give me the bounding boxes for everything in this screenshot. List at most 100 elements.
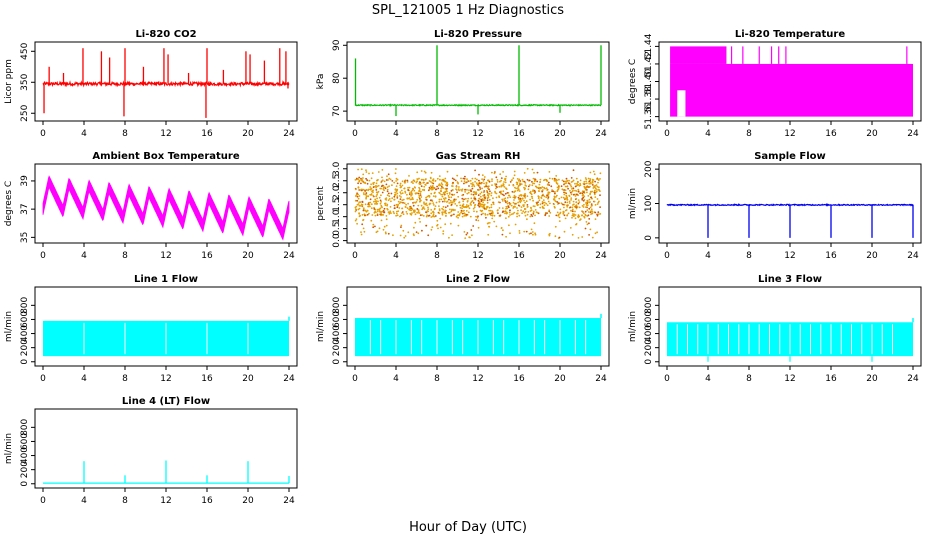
x-axis: 0 4 8 12 16 20 24 — [40, 243, 295, 261]
rh-point — [501, 184, 503, 187]
rh-point — [418, 196, 421, 199]
rh-point — [385, 197, 388, 200]
rh-point — [516, 189, 519, 192]
rh-point — [506, 207, 509, 210]
rh-point — [514, 196, 517, 198]
rh-point — [496, 186, 498, 189]
rh-point — [480, 205, 482, 208]
rh-point — [521, 178, 524, 181]
rh-point — [382, 228, 385, 231]
rh-point — [463, 206, 465, 209]
rh-point — [395, 214, 397, 217]
x-tick-label: 20 — [242, 496, 254, 506]
rh-point — [432, 182, 435, 185]
rh-point — [540, 197, 543, 200]
rh-point — [402, 229, 405, 232]
rh-point — [588, 198, 591, 201]
rh-point — [518, 230, 521, 232]
rh-point — [478, 205, 481, 208]
rh-point — [362, 227, 365, 230]
rh-point — [487, 192, 489, 195]
rh-point — [590, 203, 593, 206]
rh-point — [500, 192, 503, 195]
rh-point — [446, 181, 449, 184]
rh-point — [517, 179, 520, 182]
rh-point — [491, 178, 493, 181]
rh-point — [425, 196, 427, 199]
rh-point — [550, 185, 553, 188]
rh-point — [448, 211, 450, 214]
rh-point — [481, 209, 484, 212]
panel-9: Line 3 Flow ml/min 0 4 8 12 16 20 24 0 20040060080… — [628, 274, 922, 384]
rh-point — [393, 181, 396, 184]
rh-point — [417, 210, 420, 213]
rh-point — [508, 194, 511, 197]
rh-point — [458, 186, 460, 188]
rh-point — [359, 201, 362, 204]
rh-point — [523, 199, 525, 202]
rh-point — [433, 208, 436, 211]
rh-point — [572, 179, 575, 182]
rh-point — [581, 192, 584, 195]
y-tick-label: 200 — [20, 339, 30, 356]
rh-point — [358, 176, 361, 179]
rh-point — [444, 190, 447, 193]
rh-point — [481, 174, 484, 177]
rh-point — [479, 186, 481, 189]
rh-point — [390, 192, 393, 195]
rh-point — [438, 209, 441, 212]
rh-point — [500, 179, 502, 182]
rh-point — [577, 202, 580, 205]
rh-point — [480, 198, 483, 201]
rh-point — [568, 200, 571, 203]
rh-point — [556, 211, 559, 214]
rh-point — [457, 211, 460, 213]
rh-point — [379, 199, 382, 202]
rh-point — [466, 200, 469, 203]
rh-point — [505, 175, 507, 178]
rh-point — [436, 177, 439, 180]
rh-point — [591, 184, 594, 186]
rh-point — [536, 204, 539, 207]
rh-point — [560, 202, 563, 205]
rh-point — [378, 210, 381, 213]
rh-point — [522, 194, 525, 197]
rh-point — [549, 211, 552, 214]
rh-point — [547, 196, 550, 199]
rh-point — [570, 193, 573, 196]
rh-point — [586, 189, 588, 191]
rh-point — [586, 223, 589, 226]
rh-point — [524, 184, 527, 187]
rh-point — [496, 181, 499, 183]
rh-point — [513, 199, 515, 201]
rh-point — [387, 173, 390, 176]
rh-point — [512, 201, 515, 204]
panel-title: Line 1 Flow — [134, 274, 198, 285]
rh-point — [363, 230, 366, 233]
rh-point — [440, 182, 443, 185]
rh-point — [594, 232, 597, 235]
rh-point — [473, 191, 476, 193]
rh-point — [502, 171, 504, 173]
rh-point — [500, 177, 503, 180]
rh-point — [427, 208, 430, 211]
rh-point — [403, 187, 406, 190]
rh-point — [383, 207, 386, 210]
y-tick-label: 350 — [20, 73, 30, 90]
rh-point — [518, 178, 521, 181]
rh-point — [459, 204, 462, 207]
rh-point — [430, 216, 433, 218]
y-tick-label: 200 — [20, 461, 30, 478]
rh-point — [365, 195, 368, 198]
panel-1: Li-820 CO2 Licor ppm 0 4 8 12 16 20 24 250 350 450 — [4, 29, 298, 139]
rh-point — [449, 222, 452, 225]
rh-point — [579, 182, 581, 185]
rh-point — [390, 200, 392, 203]
panel-title: Li-820 CO2 — [135, 29, 196, 40]
x-axis: 0 4 8 12 16 20 24 — [664, 121, 919, 139]
rh-point — [424, 178, 427, 181]
rh-point — [386, 194, 389, 197]
rh-point — [527, 185, 530, 188]
rh-point — [474, 180, 476, 183]
rh-point — [597, 211, 600, 214]
